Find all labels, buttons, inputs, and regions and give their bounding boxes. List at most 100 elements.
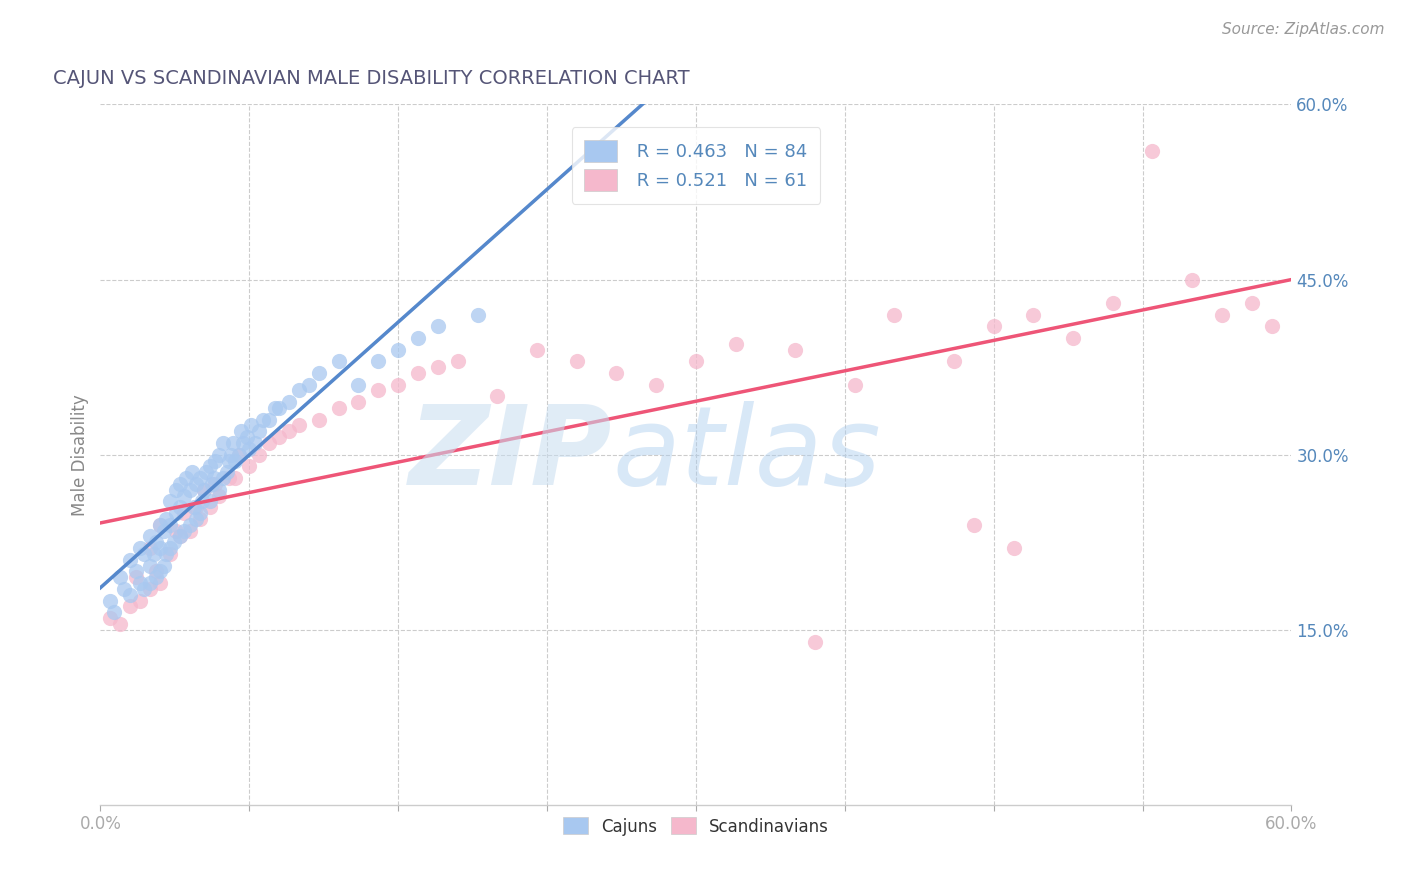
Point bbox=[165, 524, 187, 538]
Point bbox=[252, 412, 274, 426]
Point bbox=[565, 354, 588, 368]
Point bbox=[983, 319, 1005, 334]
Point bbox=[155, 547, 177, 561]
Point bbox=[406, 331, 429, 345]
Text: CAJUN VS SCANDINAVIAN MALE DISABILITY CORRELATION CHART: CAJUN VS SCANDINAVIAN MALE DISABILITY CO… bbox=[52, 69, 689, 87]
Point bbox=[125, 565, 148, 579]
Point bbox=[125, 570, 148, 584]
Point bbox=[426, 319, 449, 334]
Point bbox=[387, 377, 409, 392]
Point bbox=[202, 471, 225, 485]
Point bbox=[139, 582, 162, 596]
Point bbox=[208, 489, 231, 503]
Point bbox=[149, 517, 172, 532]
Point bbox=[267, 401, 290, 415]
Point bbox=[218, 453, 240, 467]
Text: Source: ZipAtlas.com: Source: ZipAtlas.com bbox=[1222, 22, 1385, 37]
Point bbox=[605, 366, 627, 380]
Point bbox=[132, 582, 155, 596]
Point bbox=[212, 471, 235, 485]
Point bbox=[1062, 331, 1084, 345]
Point bbox=[1002, 541, 1025, 555]
Point bbox=[188, 506, 211, 520]
Point bbox=[257, 436, 280, 450]
Point bbox=[224, 471, 246, 485]
Point bbox=[184, 500, 207, 515]
Point bbox=[1142, 144, 1164, 158]
Point bbox=[98, 611, 121, 625]
Point bbox=[288, 384, 311, 398]
Point bbox=[193, 483, 215, 497]
Point bbox=[190, 494, 212, 508]
Point bbox=[426, 360, 449, 375]
Point bbox=[247, 425, 270, 439]
Point bbox=[200, 476, 222, 491]
Point bbox=[159, 517, 181, 532]
Point bbox=[173, 524, 195, 538]
Point bbox=[120, 553, 142, 567]
Point bbox=[139, 576, 162, 591]
Point bbox=[222, 436, 245, 450]
Point bbox=[247, 448, 270, 462]
Point bbox=[308, 412, 330, 426]
Point bbox=[308, 366, 330, 380]
Point bbox=[173, 489, 195, 503]
Point bbox=[120, 588, 142, 602]
Y-axis label: Male Disability: Male Disability bbox=[72, 393, 89, 516]
Point bbox=[685, 354, 707, 368]
Point bbox=[184, 476, 207, 491]
Point bbox=[129, 593, 152, 607]
Point bbox=[173, 506, 195, 520]
Point bbox=[165, 506, 187, 520]
Point bbox=[112, 582, 135, 596]
Point bbox=[367, 384, 389, 398]
Point bbox=[108, 570, 131, 584]
Point bbox=[165, 483, 187, 497]
Point bbox=[645, 377, 668, 392]
Point bbox=[224, 453, 246, 467]
Point bbox=[943, 354, 966, 368]
Point bbox=[406, 366, 429, 380]
Point bbox=[245, 436, 267, 450]
Point bbox=[231, 425, 253, 439]
Point bbox=[1022, 308, 1045, 322]
Point bbox=[193, 483, 215, 497]
Text: ZIP: ZIP bbox=[409, 401, 613, 508]
Point bbox=[198, 500, 221, 515]
Point bbox=[149, 541, 172, 555]
Point bbox=[169, 529, 191, 543]
Point bbox=[155, 512, 177, 526]
Point bbox=[238, 442, 260, 456]
Point bbox=[212, 436, 235, 450]
Point bbox=[844, 377, 866, 392]
Point bbox=[108, 617, 131, 632]
Point bbox=[149, 576, 172, 591]
Point bbox=[180, 465, 202, 479]
Point bbox=[267, 430, 290, 444]
Point bbox=[804, 634, 827, 648]
Point bbox=[228, 448, 250, 462]
Point bbox=[139, 529, 162, 543]
Point bbox=[785, 343, 807, 357]
Point bbox=[188, 471, 211, 485]
Point bbox=[184, 512, 207, 526]
Point bbox=[179, 517, 201, 532]
Point bbox=[188, 512, 211, 526]
Point bbox=[204, 476, 226, 491]
Point bbox=[1101, 296, 1123, 310]
Point bbox=[204, 453, 226, 467]
Point bbox=[145, 570, 167, 584]
Point bbox=[198, 494, 221, 508]
Point bbox=[228, 448, 250, 462]
Point bbox=[240, 418, 263, 433]
Point bbox=[159, 547, 181, 561]
Point bbox=[163, 535, 186, 549]
Point bbox=[153, 558, 176, 573]
Point bbox=[217, 465, 239, 479]
Point bbox=[198, 459, 221, 474]
Point bbox=[1260, 319, 1282, 334]
Text: atlas: atlas bbox=[613, 401, 882, 508]
Point bbox=[208, 483, 231, 497]
Point bbox=[387, 343, 409, 357]
Point bbox=[232, 436, 254, 450]
